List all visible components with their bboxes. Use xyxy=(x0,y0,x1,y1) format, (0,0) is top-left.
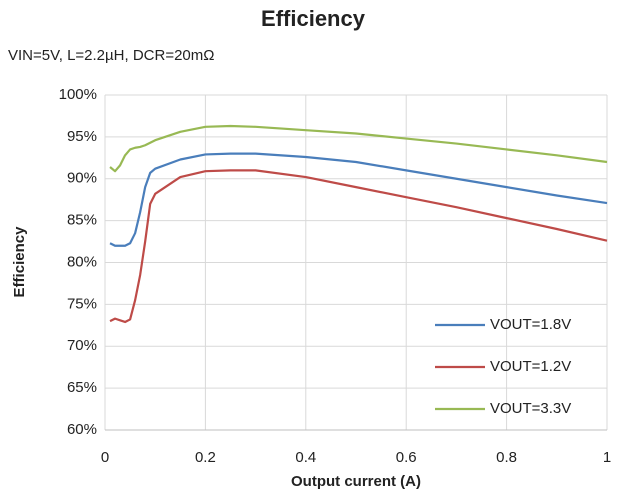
legend-label: VOUT=1.8V xyxy=(490,316,571,333)
x-tick-label: 0.6 xyxy=(396,449,417,466)
legend-label: VOUT=3.3V xyxy=(490,400,571,417)
x-tick-label: 0.4 xyxy=(295,449,316,466)
chart-title: Efficiency xyxy=(261,6,366,31)
series-line xyxy=(109,169,608,324)
y-tick-label: 80% xyxy=(67,253,97,270)
x-axis-title: Output current (A) xyxy=(291,473,421,490)
series-line xyxy=(109,152,608,247)
chart-subtitle: VIN=5V, L=2.2µH, DCR=20mΩ xyxy=(8,47,214,64)
y-tick-label: 100% xyxy=(59,86,97,103)
x-tick-label: 0.2 xyxy=(195,449,216,466)
y-axis-title: Efficiency xyxy=(11,226,28,298)
x-tick-label: 0.8 xyxy=(496,449,517,466)
y-tick-label: 85% xyxy=(67,212,97,229)
y-tick-label: 60% xyxy=(67,421,97,438)
y-tick-label: 70% xyxy=(67,337,97,354)
x-tick-label: 0 xyxy=(101,449,109,466)
y-tick-label: 75% xyxy=(67,295,97,312)
legend-label: VOUT=1.2V xyxy=(490,358,571,375)
y-tick-label: 90% xyxy=(67,170,97,187)
series-line xyxy=(109,124,608,173)
y-tick-label: 95% xyxy=(67,128,97,145)
x-tick-label: 1 xyxy=(603,449,611,466)
y-tick-label: 65% xyxy=(67,379,97,396)
